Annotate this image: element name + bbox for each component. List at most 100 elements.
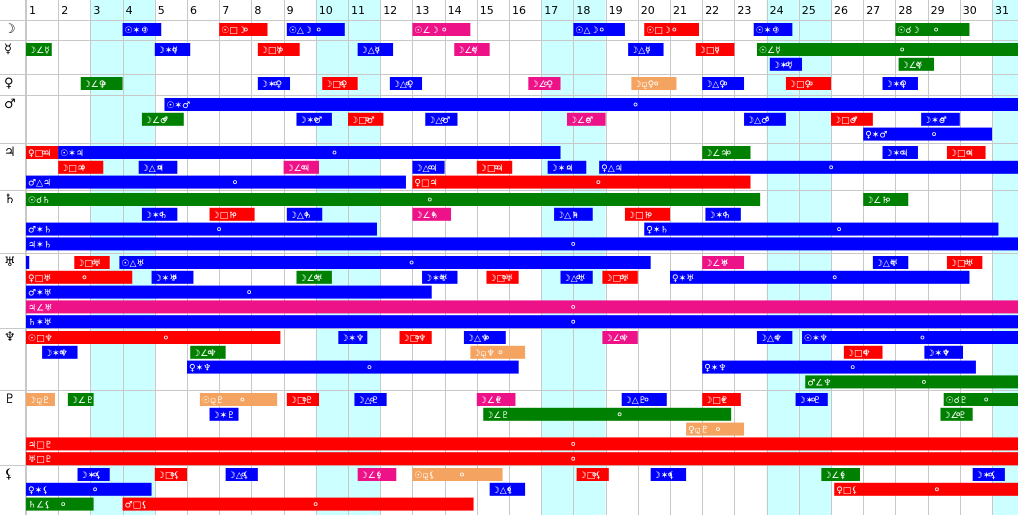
aspect-label: ☽△☿: [360, 46, 381, 56]
aspect-label: ☽∠♆: [192, 349, 216, 359]
aspect-label: ♀✶⚸: [28, 486, 49, 496]
aspect-bar: [209, 407, 239, 421]
aspect-bar: [802, 331, 1018, 344]
aspect-bar: [26, 270, 133, 284]
aspect-bar: [702, 77, 745, 90]
exact-marker: [592, 472, 597, 477]
day-label-27: 27: [866, 4, 880, 17]
day-label-21: 21: [673, 4, 687, 17]
aspect-label: ☽∠♇: [942, 411, 966, 421]
day-label-24: 24: [770, 4, 784, 17]
exact-marker: [716, 427, 720, 432]
exact-marker: [247, 290, 252, 295]
aspect-label: ☽□♄: [212, 211, 237, 221]
exact-marker: [81, 165, 85, 170]
exact-marker: [93, 472, 98, 477]
aspect-bar: [863, 193, 909, 206]
aspect-bar: [566, 112, 606, 126]
exact-marker: [233, 180, 237, 185]
day-label-29: 29: [931, 4, 945, 17]
day-label-4: 4: [126, 4, 133, 17]
exact-marker: [243, 27, 248, 32]
exact-marker: [644, 397, 649, 402]
exact-marker: [313, 502, 318, 507]
exact-marker: [59, 350, 64, 355]
aspect-label: ☽∠♇: [70, 396, 94, 406]
day-label-13: 13: [415, 4, 429, 17]
day-label-28: 28: [898, 4, 912, 17]
aspect-label: ☉⚼♇: [202, 396, 224, 406]
aspect-label: ☽∠☿: [28, 46, 50, 56]
weekend-shade-31: [992, 0, 1018, 515]
aspect-bar: [631, 77, 677, 90]
aspect-bar: [412, 207, 452, 221]
aspect-label: ☽△♅: [563, 274, 586, 284]
aspect-bar: [834, 482, 1018, 496]
exact-marker: [460, 472, 464, 477]
aspect-bar: [644, 23, 699, 36]
aspect-bar: [686, 422, 745, 436]
aspect-bar: [821, 468, 860, 481]
aspect-label: ☉∠☽: [414, 26, 438, 36]
exact-marker: [645, 47, 650, 52]
aspect-label: ☽□♆: [846, 349, 871, 359]
aspect-label: ☽⚼♇: [28, 396, 50, 406]
aspect-label: ☉⚼⚸: [414, 471, 435, 481]
aspect-bar: [831, 112, 873, 126]
exact-marker: [966, 150, 971, 155]
aspect-label: ☽✶♅: [424, 274, 448, 284]
aspect-bar: [843, 345, 883, 359]
exact-marker: [840, 472, 845, 477]
exact-marker: [832, 275, 837, 280]
exact-marker: [988, 472, 993, 477]
aspect-bar: [924, 345, 964, 359]
exact-marker: [304, 212, 309, 217]
aspect-label: ☽✶♇: [212, 411, 236, 421]
exact-marker: [721, 397, 726, 402]
aspect-bar: [644, 222, 999, 236]
aspect-bar: [26, 237, 1018, 251]
aspect-bar: [573, 23, 625, 36]
exact-marker: [715, 47, 719, 52]
aspect-bar: [744, 112, 786, 126]
aspect-bar: [621, 393, 667, 406]
pluto-row-glyph: ♇: [4, 392, 16, 407]
exact-marker: [370, 397, 375, 402]
aspect-label: ☽✶⚸: [975, 471, 997, 481]
aspect-bar: [695, 43, 735, 56]
exact-marker: [471, 47, 476, 52]
exact-marker: [571, 441, 576, 446]
aspect-label: ☉□☽: [646, 26, 671, 36]
aspect-label: ☽∠⚸: [360, 471, 383, 481]
exact-marker: [940, 117, 945, 122]
day-label-2: 2: [61, 4, 68, 17]
aspect-bar: [756, 43, 1018, 56]
day-label-7: 7: [222, 4, 229, 17]
exact-marker: [332, 150, 337, 155]
exact-marker: [439, 275, 444, 280]
exact-marker: [375, 47, 380, 52]
aspect-label: ☽✶♄: [707, 211, 731, 221]
day-label-5: 5: [158, 4, 165, 17]
exact-marker: [441, 117, 445, 122]
day-label-31: 31: [995, 4, 1009, 17]
exact-marker: [502, 275, 507, 280]
aspect-label: ☽∠♇: [479, 396, 503, 406]
exact-marker: [61, 502, 66, 507]
exact-marker: [170, 472, 175, 477]
exact-marker: [496, 397, 500, 402]
aspect-bar: [357, 468, 397, 481]
aspect-bar: [26, 315, 1018, 329]
aspect-bar: [141, 112, 184, 126]
aspect-bar: [26, 222, 377, 236]
exact-marker: [935, 487, 939, 492]
aspect-bar: [338, 331, 368, 344]
exact-marker: [932, 132, 936, 137]
day-label-11: 11: [351, 4, 365, 17]
aspect-label: ☽⚼♆: [472, 349, 494, 359]
exact-marker: [566, 165, 571, 170]
aspect-bar: [122, 497, 474, 511]
aspect-label: ☽∠♄: [865, 196, 889, 206]
aspect-bar: [26, 482, 152, 496]
